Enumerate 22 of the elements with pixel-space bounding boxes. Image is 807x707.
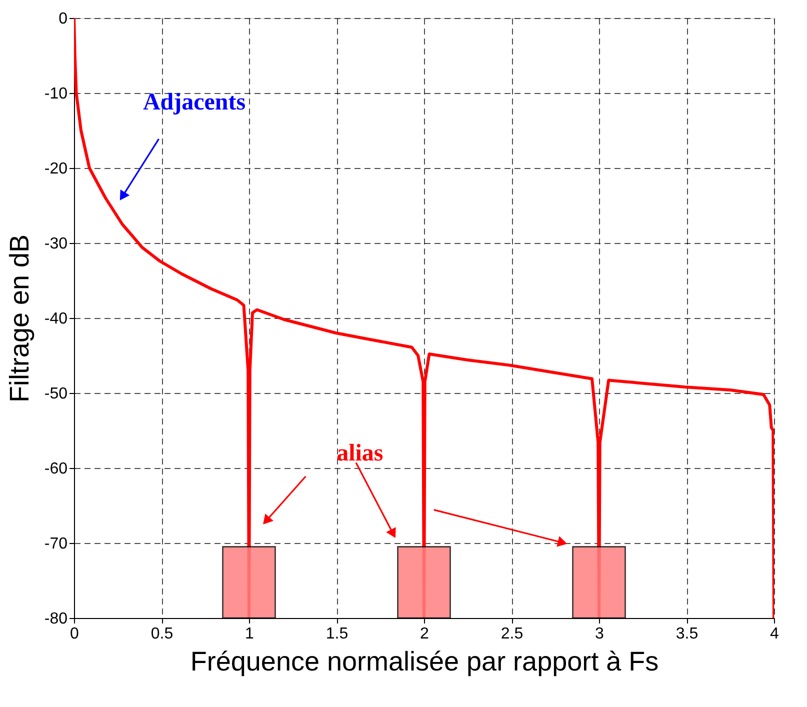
y-tick-label: -20 <box>44 160 68 178</box>
annotation: alias <box>336 440 384 467</box>
y-tick-label: -10 <box>44 86 68 102</box>
x-tick-label: 2 <box>420 626 430 642</box>
x-tick-label: 3.5 <box>676 626 698 642</box>
x-tick-label: 3 <box>595 626 604 642</box>
y-axis-title: Filtrage en dB <box>4 234 34 403</box>
x-tick-label: 4 <box>770 626 780 642</box>
y-tick-label: -50 <box>44 386 68 402</box>
y-tick-label: -70 <box>44 536 68 552</box>
x-tick-label: 0.5 <box>150 626 174 642</box>
x-tick-label: 1 <box>245 626 254 642</box>
x-axis-title: Fréquence normalisée par rapport à Fs <box>190 646 659 676</box>
x-tick-label: 0 <box>70 626 80 642</box>
y-tick-label: -60 <box>44 460 68 478</box>
y-tick-label: 0 <box>58 10 68 28</box>
x-tick-label: 1.5 <box>326 626 348 642</box>
x-tick-label: 2.5 <box>500 626 524 642</box>
y-tick-label: -80 <box>44 610 68 628</box>
y-tick-label: -40 <box>44 310 68 328</box>
y-tick-label: -30 <box>44 236 68 252</box>
annotation: Adjacents <box>142 90 246 116</box>
